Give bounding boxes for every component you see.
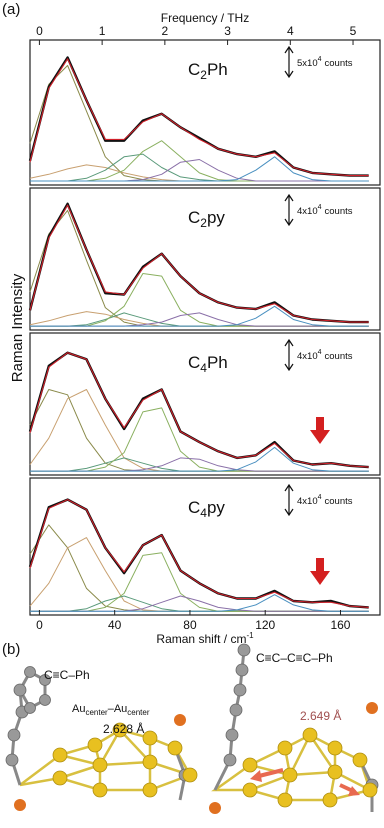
distance-label: 2.649 Å — [300, 708, 341, 723]
x-tick-label: 0 — [36, 618, 43, 632]
scale-label-part: 4x10 — [297, 206, 318, 217]
spectrum-line — [30, 66, 369, 182]
x2-tick-label: 5 — [350, 24, 357, 38]
scale-label-part: counts — [325, 206, 353, 217]
panel-title-part: C — [188, 353, 200, 372]
y-axis-label: Raman Intensity — [9, 273, 26, 382]
x2-axis-label: Frequency / THz — [161, 11, 249, 25]
scale-label-part: 4 — [318, 494, 322, 501]
ligand-label: C≡C–C≡C–Ph — [256, 651, 333, 665]
distance-label: 2.628 Å — [103, 721, 144, 736]
bond-label: Aucenter–Aucenter — [72, 703, 150, 717]
annotation-arrow — [310, 417, 330, 444]
bond-label-part: center — [85, 708, 108, 717]
scale-arrow — [285, 47, 293, 77]
scale-label-part: 4x10 — [297, 351, 318, 362]
spectrum-line — [30, 306, 369, 326]
spectrum-line — [30, 596, 369, 611]
panel-title-part: py — [207, 498, 225, 517]
x2-tick-label: 1 — [99, 24, 106, 38]
scale-label-part: counts — [325, 496, 353, 507]
x-axis-label-part: Raman shift / cm — [156, 632, 246, 646]
bond-label-part: –Au — [108, 703, 128, 715]
x-tick-label: 80 — [183, 618, 197, 632]
panel-title-part: C — [188, 208, 200, 227]
scale-arrow — [285, 340, 293, 370]
scale-arrow — [285, 485, 293, 515]
scale-label-part: 5x10 — [297, 58, 318, 69]
x2-tick-label: 3 — [224, 24, 231, 38]
spectrum-line — [30, 154, 369, 181]
figure: (a) Raman Intensity (b) C≡C–Ph — [0, 0, 384, 828]
spectrum-line — [30, 157, 369, 181]
x-axis-label-part: -1 — [246, 631, 254, 640]
spectrum-line — [30, 141, 369, 181]
scale-label-part: 4 — [318, 56, 322, 63]
x2-tick-label: 2 — [162, 24, 169, 38]
scale-label-part: 4 — [318, 349, 322, 356]
bond-label-part: center — [127, 708, 150, 717]
panel-title: C2Ph — [188, 60, 228, 82]
scale-arrow — [285, 195, 293, 225]
panel-label: (b) — [2, 641, 20, 658]
spectrum-line — [30, 274, 369, 327]
panel-title-part: C — [188, 498, 200, 517]
scale-label-part: counts — [325, 351, 353, 362]
spectrum-line — [30, 596, 369, 611]
annotation-arrow — [310, 558, 330, 585]
bond-label-part: Au — [72, 703, 85, 715]
x-axis-label: Raman shift / cm-1 — [156, 631, 254, 646]
panel-title: C2py — [188, 208, 225, 230]
panel-title-part: py — [207, 208, 225, 227]
panel-title: C4py — [188, 498, 225, 520]
scale-label-part: counts — [325, 58, 353, 69]
scale-label-part: 4 — [318, 204, 322, 211]
structures: (b) C≡C–Ph Aucenter–Aucenter 2.628 Å C≡C… — [2, 641, 378, 814]
x2-tick-label: 0 — [36, 24, 43, 38]
panel-title: C4Ph — [188, 353, 228, 375]
x-tick-label: 160 — [330, 618, 350, 632]
x-tick-label: 40 — [108, 618, 122, 632]
scale-label-part: 4x10 — [297, 496, 318, 507]
spectrum-line — [30, 160, 369, 182]
x2-tick-label: 4 — [287, 24, 294, 38]
panel-title-part: Ph — [207, 353, 228, 372]
panel-title-part: C — [188, 60, 200, 79]
ligand-label: C≡C–Ph — [44, 668, 90, 682]
panel-title-part: Ph — [207, 60, 228, 79]
x-tick-label: 120 — [255, 618, 275, 632]
panel-label: (a) — [2, 1, 20, 18]
